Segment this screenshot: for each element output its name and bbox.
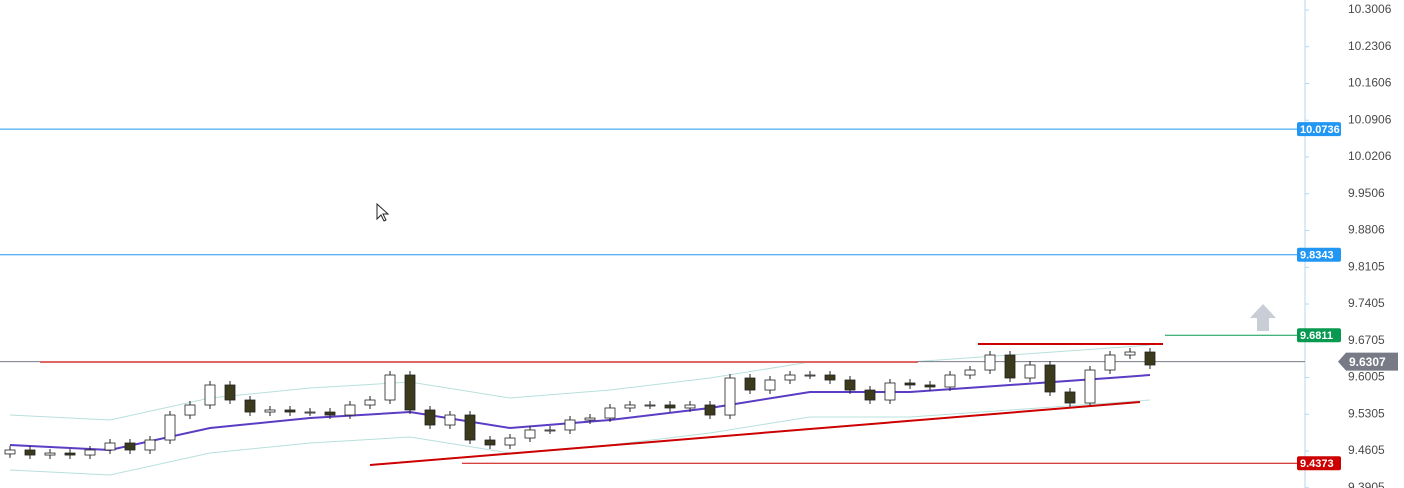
price-tag	[1297, 247, 1341, 262]
candle-body	[804, 374, 816, 377]
price-tag-label: 9.8343	[1300, 250, 1334, 262]
candle-body	[1064, 391, 1076, 404]
candle-body	[904, 382, 916, 386]
candle-body	[844, 379, 856, 391]
candle-body	[784, 374, 796, 381]
candle-body	[984, 354, 996, 371]
y-tick-label: 10.2306	[1348, 39, 1392, 53]
candle-body	[424, 409, 436, 426]
y-tick-label: 9.9506	[1348, 186, 1385, 200]
y-tick-label: 10.3006	[1348, 2, 1392, 16]
current-price-label: 9.6307	[1349, 355, 1386, 369]
candle-body	[524, 429, 536, 439]
y-tick-label: 9.4605	[1348, 443, 1385, 457]
candle-body	[264, 409, 276, 413]
candle-body	[384, 374, 396, 401]
price-tag	[1297, 122, 1341, 137]
candle-body	[504, 437, 516, 446]
candle-body	[764, 379, 776, 391]
candle-body	[444, 414, 456, 426]
candle-body	[644, 404, 656, 407]
candle-body	[484, 439, 496, 446]
indicator-line	[9, 344, 1151, 421]
candle-body	[1084, 369, 1096, 404]
candle-body	[924, 384, 936, 388]
candle-body	[184, 404, 196, 416]
candle-body	[344, 404, 356, 416]
candle-body	[164, 414, 176, 441]
y-tick-label: 9.7405	[1348, 296, 1385, 310]
candle-body	[1024, 364, 1036, 379]
trend-line	[369, 401, 1141, 467]
candle-body	[4, 449, 16, 455]
candle-body	[1004, 354, 1016, 379]
candle-body	[284, 409, 296, 413]
candle-body	[1104, 354, 1116, 371]
candle-body	[1144, 351, 1156, 366]
candle-body	[704, 404, 716, 416]
y-tick-label: 10.0906	[1348, 112, 1392, 126]
candle-body	[104, 442, 116, 451]
candle-body	[664, 404, 676, 409]
candle-body	[304, 411, 316, 414]
candle-body	[724, 377, 736, 416]
candle-body	[604, 407, 616, 419]
candle-body	[64, 452, 76, 456]
candle-body	[84, 449, 96, 456]
price-tag-label: 10.0736	[1300, 124, 1340, 136]
candle-body	[864, 389, 876, 401]
y-tick-label: 10.1606	[1348, 76, 1392, 90]
price-tag-label: 9.4373	[1300, 458, 1334, 470]
candle-body	[404, 374, 416, 411]
candle-body	[24, 449, 36, 456]
candle-body	[964, 369, 976, 376]
candle-body	[124, 442, 136, 451]
cursor	[376, 202, 390, 222]
candle-body	[824, 374, 836, 381]
y-tick-label: 9.6005	[1348, 370, 1385, 384]
candle-body	[584, 417, 596, 421]
arrow-icon	[1250, 304, 1276, 331]
candle-body	[244, 399, 256, 413]
candle-body	[1044, 364, 1056, 393]
y-tick-label: 10.0206	[1348, 149, 1392, 163]
candle-body	[144, 439, 156, 451]
candle-body	[204, 384, 216, 406]
y-tick-label: 9.8806	[1348, 223, 1385, 237]
indicator-line	[9, 399, 1151, 476]
price-tag-label: 9.6811	[1300, 330, 1333, 342]
candle-body	[324, 411, 336, 416]
candle-body	[224, 384, 236, 401]
candle-body	[564, 419, 576, 431]
candle-body	[44, 452, 56, 456]
y-tick-label: 9.6705	[1348, 333, 1385, 347]
candle-body	[684, 404, 696, 409]
current-price-tag	[1338, 352, 1398, 371]
y-tick-label: 9.8105	[1348, 259, 1385, 273]
price-tag	[1297, 456, 1341, 471]
candle-body	[744, 377, 756, 391]
y-tick-label: 9.3905	[1348, 480, 1385, 488]
candle-body	[884, 382, 896, 401]
price-tag	[1297, 328, 1341, 343]
candle-body	[944, 374, 956, 388]
candle-body	[464, 414, 476, 441]
candle-body	[544, 429, 556, 432]
candle-body	[364, 399, 376, 406]
y-tick-label: 9.5305	[1348, 406, 1385, 420]
candle-body	[1124, 351, 1136, 356]
candle-body	[624, 404, 636, 409]
